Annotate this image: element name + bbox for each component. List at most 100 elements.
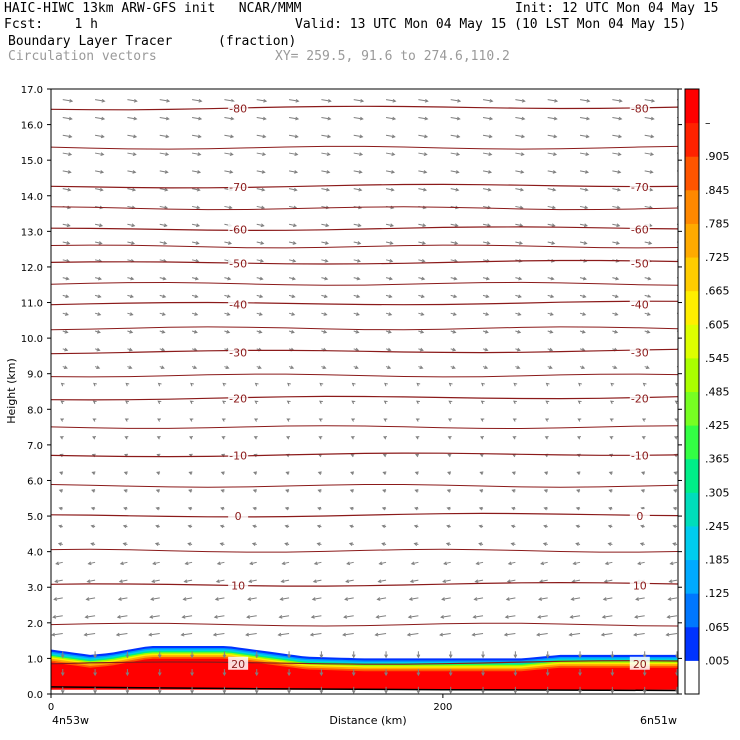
vector-head — [90, 506, 95, 511]
vector-head — [151, 579, 156, 583]
vector-arrow — [256, 223, 264, 227]
ground-layer — [51, 689, 678, 694]
vector-arrow — [569, 633, 581, 636]
vector-head — [649, 170, 654, 174]
vector-head — [346, 561, 351, 566]
vector-arrow — [482, 99, 493, 102]
vector-head — [51, 632, 56, 637]
vector-head — [154, 542, 159, 546]
vector-head — [198, 116, 203, 121]
vector-head — [295, 116, 300, 121]
vector-head — [152, 561, 157, 566]
vector-head — [480, 400, 485, 405]
vector-arrow — [644, 134, 654, 138]
vector-head — [58, 524, 63, 529]
vector-head — [553, 152, 558, 156]
contour-label: -60 — [631, 224, 649, 237]
vector-head — [479, 453, 484, 458]
vector-head — [58, 506, 63, 511]
vector-head — [319, 382, 324, 387]
vector-arrow — [224, 241, 232, 245]
vector-head — [583, 223, 588, 228]
vector-head — [316, 524, 321, 529]
vector-arrow — [120, 561, 128, 565]
vector-head — [484, 329, 489, 334]
vector-head — [196, 205, 201, 210]
vector-head — [488, 170, 493, 174]
contour-label-bg — [228, 101, 249, 115]
vector-head — [454, 223, 459, 228]
contour-line — [51, 226, 678, 231]
colorbar-label: .065 — [705, 621, 730, 634]
vector-arrow — [249, 579, 257, 583]
vector-head — [520, 187, 525, 192]
vector-arrow — [506, 597, 516, 600]
contour-line — [51, 452, 678, 458]
vector-head — [318, 436, 323, 440]
vector-head — [511, 489, 516, 493]
vector-head — [672, 524, 677, 529]
vector-arrow — [184, 579, 193, 583]
vector-head — [93, 672, 97, 677]
vector-head — [254, 690, 259, 694]
vector-head — [484, 347, 489, 352]
vector-head — [637, 561, 642, 566]
vector-head — [673, 489, 678, 493]
vector-head — [161, 347, 166, 352]
vector-arrow — [256, 170, 265, 173]
y-tick-label: 11.0 — [21, 299, 43, 310]
vector-head — [448, 654, 453, 659]
vector-head — [65, 294, 70, 299]
vector-head — [511, 471, 516, 475]
colorbar-swatch — [685, 626, 699, 661]
colorbar-label: .185 — [705, 554, 730, 567]
contour-line-minor — [51, 244, 678, 249]
vector-head — [326, 152, 331, 156]
vector-head — [641, 436, 646, 440]
vector-head — [456, 152, 461, 156]
contour-line — [51, 512, 678, 518]
vector-head — [124, 436, 129, 440]
contour-label-bg — [228, 509, 249, 523]
vector-arrow — [670, 561, 678, 565]
y-tick-label: 5.0 — [27, 512, 43, 523]
vector-head — [198, 98, 203, 103]
vector-head — [415, 418, 420, 422]
vector-head — [646, 312, 651, 316]
vector-head — [485, 312, 490, 316]
vector-arrow — [127, 152, 136, 156]
vector-head — [513, 690, 518, 694]
vector-head — [348, 542, 353, 546]
vector-head — [422, 223, 427, 228]
vector-head — [446, 506, 451, 511]
vector-head — [456, 116, 461, 121]
contour-label: -30 — [631, 346, 649, 359]
vector-head — [634, 614, 639, 619]
vector-arrow — [579, 170, 589, 173]
contour-label-bg — [629, 656, 650, 670]
vector-head — [452, 347, 457, 352]
vector-head — [537, 614, 542, 619]
vector-head — [259, 294, 264, 299]
vector-head — [251, 542, 256, 546]
vector-arrow — [644, 241, 652, 245]
vector-arrow — [612, 223, 620, 227]
y-tick-label: 6.0 — [27, 476, 43, 487]
contour-label: -50 — [229, 257, 247, 270]
vector-head — [384, 654, 388, 659]
vector-head — [552, 170, 557, 174]
vector-head — [67, 187, 72, 192]
vector-head — [680, 295, 683, 298]
vector-head — [513, 654, 518, 659]
vector-arrow — [54, 597, 63, 600]
vector-head — [165, 152, 170, 156]
vector-head — [447, 453, 452, 458]
vector-arrow — [472, 633, 484, 636]
vector-arrow — [127, 259, 134, 262]
vector-arrow — [450, 170, 459, 173]
vector-head — [538, 597, 543, 601]
vector-head — [355, 329, 360, 334]
vector-head — [614, 329, 619, 334]
contour-line — [51, 660, 678, 665]
vector-arrow — [442, 597, 451, 600]
